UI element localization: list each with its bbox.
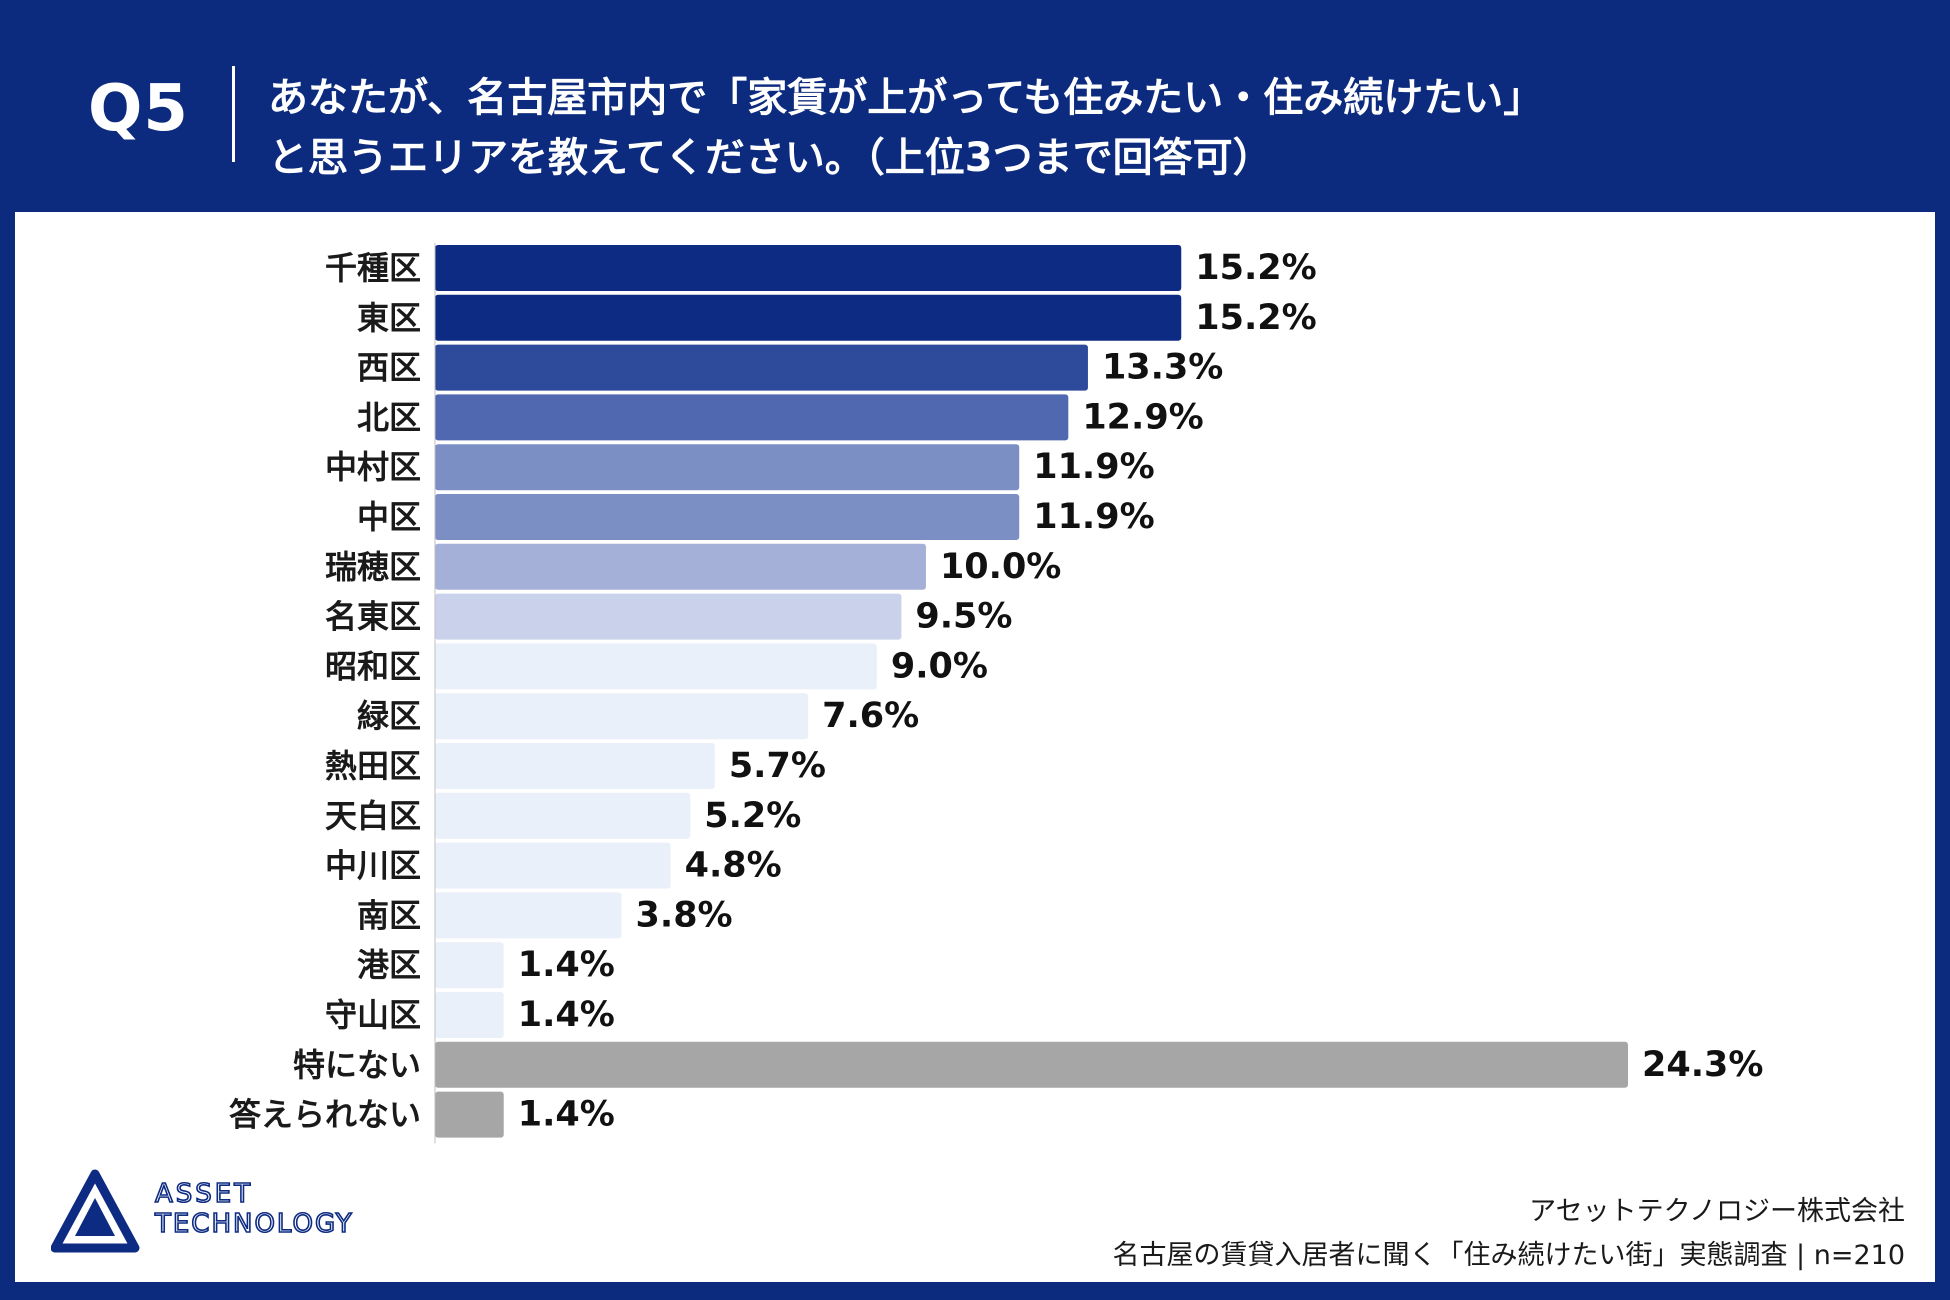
question-number: Q5 [88, 72, 189, 146]
value-label: 5.7% [729, 746, 826, 786]
bar-答えられない [435, 1091, 504, 1138]
value-label: 1.4% [518, 945, 615, 985]
bar-瑞穂区 [435, 543, 926, 590]
company-name: アセットテクノロジー株式会社 [1529, 1196, 1905, 1227]
bar-中村区 [435, 444, 1020, 491]
category-label: 昭和区 [325, 647, 421, 685]
value-label: 10.0% [940, 547, 1061, 587]
category-label: 答えられない [229, 1096, 421, 1134]
value-label: 12.9% [1082, 397, 1203, 437]
category-label: 中川区 [325, 847, 421, 885]
category-label: 西区 [357, 349, 421, 387]
category-label: 緑区 [357, 697, 421, 735]
bar-昭和区 [435, 643, 877, 690]
bar-緑区 [435, 693, 809, 740]
bar-中川区 [435, 842, 671, 889]
question-line-2: と思うエリアを教えてください。（上位3つまで回答可） [268, 135, 1273, 181]
category-label: 東区 [357, 299, 421, 337]
bar-熱田区 [435, 743, 715, 789]
logo-inner-triangle-icon [75, 1198, 115, 1236]
asset-technology-logo: ASSET TECHNOLOGY [51, 1169, 354, 1253]
value-label: 1.4% [518, 995, 615, 1035]
value-label: 11.9% [1033, 447, 1154, 487]
logo-line-1: ASSET [155, 1179, 253, 1209]
category-label: 北区 [357, 398, 421, 436]
value-label: 9.5% [915, 597, 1012, 637]
category-label: 熱田区 [325, 747, 421, 785]
question-line-1: あなたが、名古屋市内で「家賃が上がっても住みたい・住み続けたい」 [268, 75, 1544, 121]
category-label: 特にない [293, 1046, 421, 1084]
value-label: 1.4% [518, 1095, 615, 1135]
bar-chart: 千種区 15.2% 東区 15.2% 西区 13.3% 北区 12.9% 中村区 11.9% 中区 1… [229, 243, 1763, 1144]
category-label: 千種区 [325, 249, 421, 287]
category-label: 中区 [357, 498, 421, 536]
bar-南区 [435, 892, 622, 939]
bar-名東区 [435, 593, 902, 640]
logo-line-2: TECHNOLOGY [154, 1209, 354, 1239]
category-label: 瑞穂区 [325, 548, 421, 586]
value-label: 3.8% [636, 895, 733, 935]
header: Q5 あなたが、名古屋市内で「家賃が上がっても住みたい・住み続けたい」 と思うエ… [0, 0, 1950, 210]
value-label: 13.3% [1102, 348, 1223, 388]
category-label: 守山区 [325, 996, 421, 1034]
category-label: 南区 [357, 896, 421, 934]
category-label: 名東区 [325, 598, 421, 636]
bar-西区 [435, 344, 1088, 391]
value-label: 15.2% [1195, 298, 1316, 338]
category-label: 天白区 [325, 797, 421, 835]
value-label: 9.0% [891, 646, 988, 686]
category-label: 中村区 [325, 448, 421, 486]
chart-panel: 千種区 15.2% 東区 15.2% 西区 13.3% 北区 12.9% 中村区 11.9% 中区 1… [15, 212, 1935, 1282]
bar-東区 [435, 294, 1182, 341]
bar-北区 [435, 394, 1069, 441]
bar-中区 [435, 494, 1020, 540]
value-label: 15.2% [1195, 248, 1316, 288]
survey-name: 名古屋の賃貸入居者に聞く「住み続けたい街」実態調査 | n=210 [1112, 1240, 1905, 1271]
bar-千種区 [435, 245, 1182, 291]
value-label: 7.6% [822, 696, 919, 736]
bar-守山区 [435, 992, 504, 1038]
header-divider [232, 66, 235, 162]
bar-港区 [435, 942, 504, 989]
value-label: 5.2% [704, 796, 801, 836]
question-text: あなたが、名古屋市内で「家賃が上がっても住みたい・住み続けたい」 と思うエリアを… [268, 68, 1868, 188]
value-label: 24.3% [1642, 1045, 1763, 1085]
bar-特にない [435, 1041, 1628, 1088]
credit: アセットテクノロジー株式会社 名古屋の賃貸入居者に聞く「住み続けたい街」実態調査… [1112, 1190, 1905, 1278]
bar-天白区 [435, 792, 691, 839]
category-label: 港区 [357, 946, 421, 984]
logo-triangle-icon [51, 1169, 140, 1253]
value-label: 4.8% [685, 846, 782, 886]
value-label: 11.9% [1033, 497, 1154, 537]
